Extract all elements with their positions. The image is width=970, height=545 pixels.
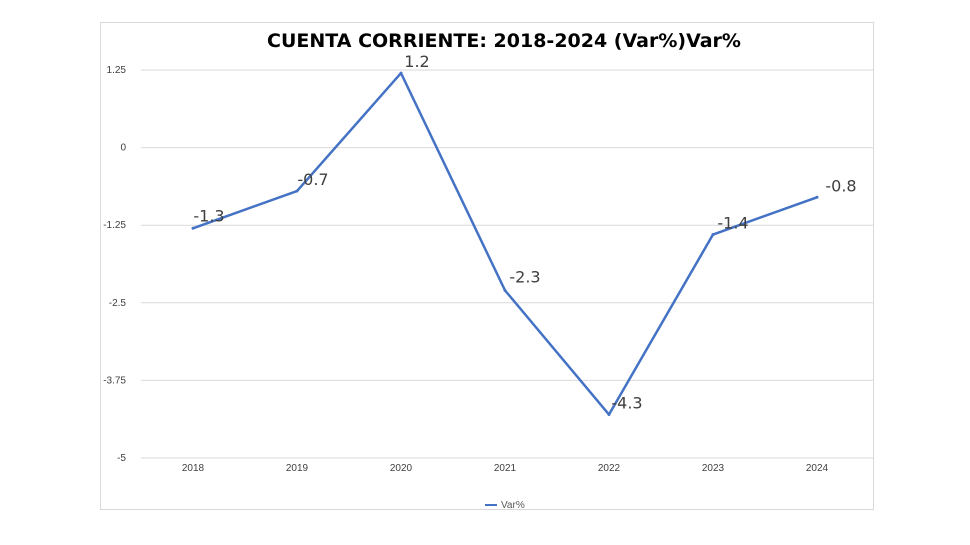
x-tick-label: 2019 [286,463,309,474]
x-tick-label: 2018 [182,463,205,474]
data-label: -1.3 [193,206,224,225]
data-label: -1.4 [717,214,748,233]
y-tick-label: -3.75 [103,375,126,386]
data-label: -0.8 [825,176,856,195]
y-tick-label: -1.25 [103,220,126,231]
x-axis-ticks: 2018 2019 2020 2021 2022 2023 2024 [182,463,829,474]
y-tick-label: -5 [117,453,126,464]
data-point[interactable] [815,195,819,199]
data-label: -0.7 [297,170,328,189]
data-point[interactable] [711,233,715,237]
series-line-var[interactable] [192,71,818,416]
chart-title: CUENTA CORRIENTE: 2018-2024 (Var%)Var% [267,30,741,52]
y-tick-label: 0 [120,143,126,154]
x-tick-label: 2024 [806,463,829,474]
legend[interactable]: Var% [485,500,525,511]
y-tick-label: -2.5 [109,298,127,309]
data-point[interactable] [503,288,507,292]
data-label: -2.3 [509,267,540,286]
data-labels: -1.3 -0.7 1.2 -2.3 -4.3 -1.4 -0.8 [193,52,856,412]
data-label: 1.2 [404,52,429,71]
x-tick-label: 2022 [598,463,621,474]
data-label: -4.3 [611,394,642,413]
data-point[interactable] [295,189,299,193]
data-point[interactable] [191,226,195,230]
y-tick-label: 1.25 [107,65,127,76]
legend-label-var: Var% [501,500,525,511]
line-chart: CUENTA CORRIENTE: 2018-2024 (Var%)Var% 1… [103,30,873,511]
series-layer [191,71,819,417]
chart-frame: CUENTA CORRIENTE: 2018-2024 (Var%)Var% 1… [100,22,874,511]
data-point[interactable] [399,71,403,75]
x-tick-label: 2021 [494,463,517,474]
gridlines [141,69,873,459]
x-tick-label: 2020 [390,463,413,474]
x-tick-label: 2023 [702,463,725,474]
data-point[interactable] [607,413,611,417]
y-axis-ticks: 1.25 0 -1.25 -2.5 -3.75 -5 [103,65,126,464]
